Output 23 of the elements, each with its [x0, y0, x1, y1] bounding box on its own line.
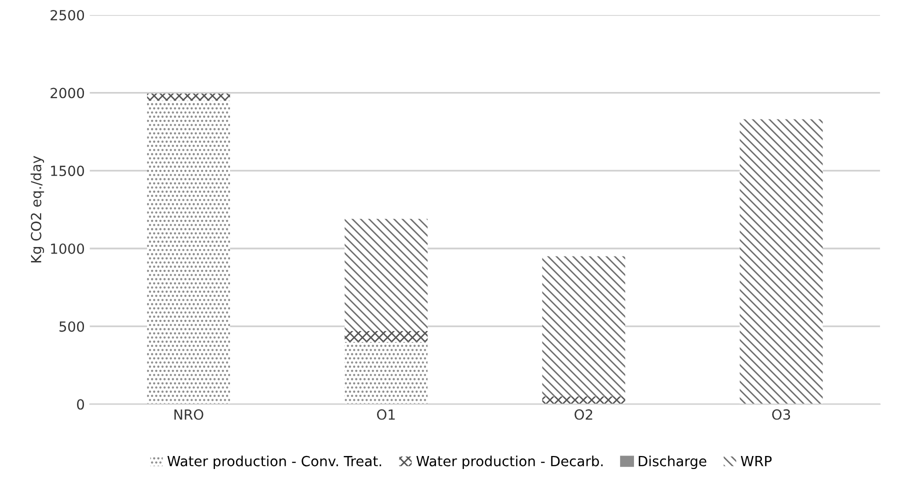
- y-tick-label: 1500: [51, 166, 84, 176]
- legend-label: WRP: [740, 456, 772, 466]
- x-tick-label: NRO: [174, 409, 204, 420]
- bar: [344, 342, 428, 404]
- y-tick-label: 2500: [50, 10, 84, 20]
- y-tick-label: 500: [60, 321, 84, 332]
- bar: [147, 100, 230, 404]
- bar: [344, 331, 428, 342]
- y-axis-title: Kg CO2 eq./day: [30, 156, 44, 262]
- x-tick-label: O2: [574, 409, 592, 420]
- bar: [740, 119, 823, 404]
- legend-label: Water production - Decarb.: [416, 456, 603, 470]
- bar: [147, 94, 230, 101]
- bar: [542, 256, 626, 396]
- x-tick-label: O1: [377, 409, 395, 420]
- bar: [344, 218, 428, 332]
- y-tick-label: 1000: [51, 243, 84, 254]
- legend-label: Water production - Conv. Treat.: [167, 456, 382, 470]
- bar: [542, 396, 626, 404]
- x-tick-label: O3: [772, 409, 790, 420]
- y-tick-label: 2000: [50, 88, 84, 98]
- y-tick-label: 0: [77, 399, 84, 410]
- legend-label: Discharge: [638, 456, 706, 470]
